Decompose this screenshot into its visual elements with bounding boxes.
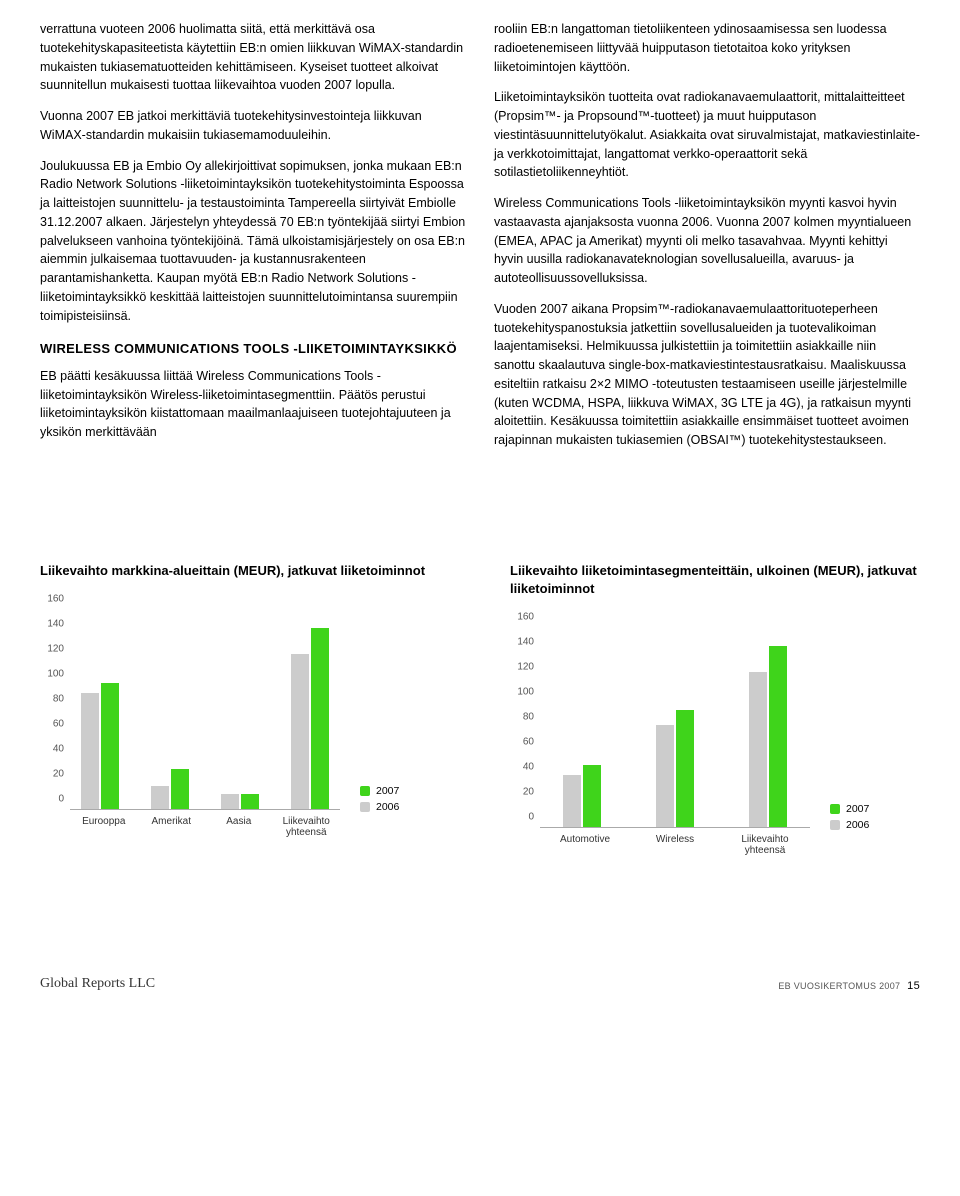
chart-1: 020406080100120140160: [40, 610, 340, 810]
body-paragraph: Liiketoimintayksikön tuotteita ovat radi…: [494, 88, 920, 182]
x-label: Eurooppa: [70, 816, 138, 838]
bar-2007: [311, 628, 329, 809]
chart-1-block: Liikevaihto markkina-alueittain (MEUR), …: [40, 562, 450, 856]
x-label: Wireless: [630, 834, 720, 856]
chart-2-legend: 2007 2006: [830, 803, 869, 856]
bar-group: [540, 765, 623, 828]
body-paragraph: Wireless Communications Tools -liiketoim…: [494, 194, 920, 288]
chart-2-title: Liikevaihto liiketoimintasegmenteittäin,…: [510, 562, 920, 598]
y-tick: 100: [510, 687, 534, 698]
bar-2006: [291, 654, 309, 809]
y-tick: 20: [40, 768, 64, 779]
y-tick: 40: [40, 743, 64, 754]
right-column: rooliin EB:n langattoman tietoliikenteen…: [494, 20, 920, 462]
x-label: Automotive: [540, 834, 630, 856]
chart-2-block: Liikevaihto liiketoimintasegmenteittäin,…: [510, 562, 920, 856]
y-tick: 80: [40, 693, 64, 704]
bar-2007: [769, 646, 787, 827]
legend-label: 2006: [846, 819, 869, 831]
x-label: Aasia: [205, 816, 273, 838]
bar-group: [280, 628, 340, 809]
bar-2006: [81, 693, 99, 809]
chart-1-title: Liikevaihto markkina-alueittain (MEUR), …: [40, 562, 450, 580]
body-paragraph: rooliin EB:n langattoman tietoliikenteen…: [494, 20, 920, 76]
y-tick: 60: [510, 737, 534, 748]
y-tick: 0: [40, 793, 64, 804]
y-tick: 120: [40, 643, 64, 654]
y-tick: 160: [40, 593, 64, 604]
legend-label: 2007: [846, 803, 869, 815]
body-paragraph: Vuonna 2007 EB jatkoi merkittäviä tuotek…: [40, 107, 466, 145]
section-heading: WIRELESS COMMUNICATIONS TOOLS -LIIKETOIM…: [40, 339, 466, 359]
body-paragraph: Vuoden 2007 aikana Propsim™-radiokanavae…: [494, 300, 920, 450]
bar-2007: [676, 710, 694, 828]
y-tick: 160: [510, 612, 534, 623]
x-label: Amerikat: [138, 816, 206, 838]
bar-2006: [656, 725, 674, 828]
y-tick: 100: [40, 668, 64, 679]
body-paragraph: Joulukuussa EB ja Embio Oy allekirjoitti…: [40, 157, 466, 326]
page-footer: Global Reports LLC EB VUOSIKERTOMUS 2007…: [40, 976, 920, 1002]
bar-2007: [171, 769, 189, 809]
left-column: verrattuna vuoteen 2006 huolimatta siitä…: [40, 20, 466, 462]
chart-1-legend: 2007 2006: [360, 785, 399, 838]
bar-2006: [151, 786, 169, 809]
bar-2006: [749, 672, 767, 827]
y-tick: 80: [510, 712, 534, 723]
body-paragraph: verrattuna vuoteen 2006 huolimatta siitä…: [40, 20, 466, 95]
x-label: Liikevaihtoyhteensä: [273, 816, 341, 838]
bar-group: [140, 769, 200, 809]
bar-2007: [101, 683, 119, 809]
bar-group: [633, 710, 716, 828]
legend-label: 2007: [376, 785, 399, 797]
y-tick: 120: [510, 662, 534, 673]
charts-container: Liikevaihto markkina-alueittain (MEUR), …: [40, 562, 920, 856]
footer-left: Global Reports LLC: [40, 976, 155, 992]
page-number: 15: [907, 980, 920, 992]
chart-2: 020406080100120140160: [510, 628, 810, 828]
x-label: Liikevaihtoyhteensä: [720, 834, 810, 856]
y-tick: 140: [40, 618, 64, 629]
y-tick: 20: [510, 787, 534, 798]
y-tick: 60: [40, 718, 64, 729]
bar-2006: [221, 794, 239, 809]
y-tick: 140: [510, 637, 534, 648]
bar-group: [210, 794, 270, 809]
body-paragraph: EB päätti kesäkuussa liittää Wireless Co…: [40, 367, 466, 442]
bar-2007: [241, 794, 259, 809]
legend-label: 2006: [376, 801, 399, 813]
bar-2006: [563, 775, 581, 828]
bar-group: [70, 683, 130, 809]
footer-right: EB VUOSIKERTOMUS 2007 15: [778, 980, 920, 992]
bar-group: [727, 646, 810, 827]
y-tick: 40: [510, 762, 534, 773]
y-tick: 0: [510, 812, 534, 823]
bar-2007: [583, 765, 601, 828]
